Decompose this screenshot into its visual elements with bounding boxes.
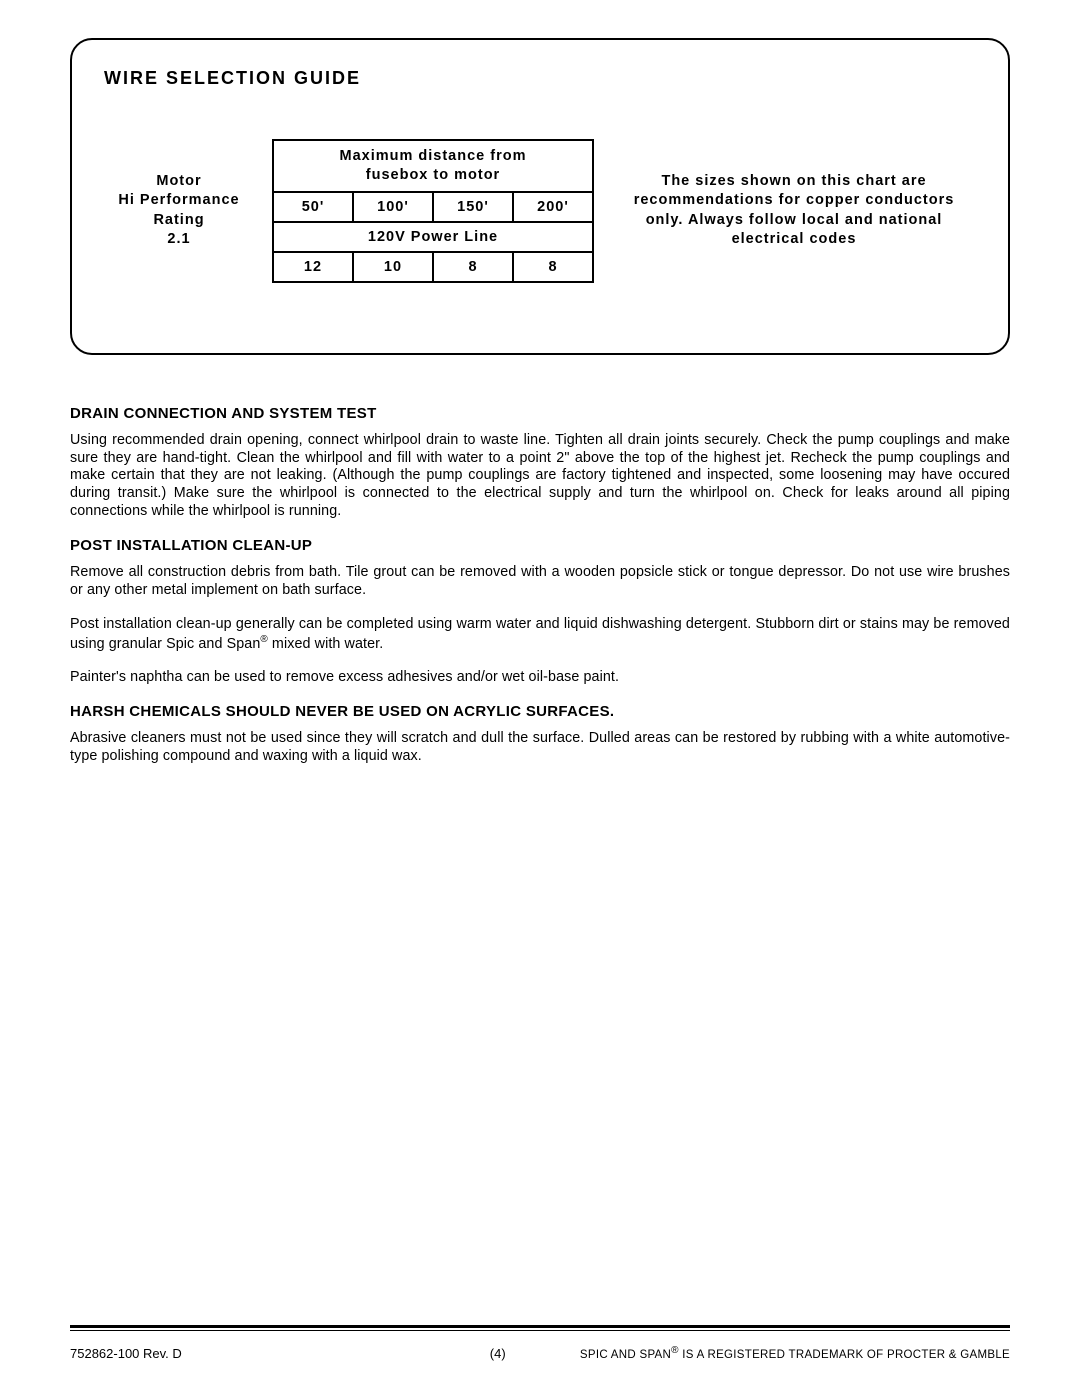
gauge-0: 12: [273, 252, 353, 282]
power-line-row: 120V Power Line: [273, 222, 593, 252]
footer-rule-thin: [70, 1330, 1010, 1331]
dist-150: 150': [433, 192, 513, 222]
gauge-3: 8: [513, 252, 593, 282]
drain-body: Using recommended drain opening, connect…: [70, 432, 1010, 521]
post-p3: Painter's naphtha can be used to remove …: [70, 669, 1010, 687]
dist-50: 50': [273, 192, 353, 222]
footer-row: 752862-100 Rev. D (4) SPIC AND SPAN® IS …: [70, 1345, 1010, 1361]
table-header-l1: Maximum distance from: [340, 148, 527, 164]
footer-page-number: (4): [490, 1346, 506, 1361]
motor-line4: 2.1: [167, 231, 190, 247]
dist-200: 200': [513, 192, 593, 222]
footer-trademark: SPIC AND SPAN® IS A REGISTERED TRADEMARK…: [526, 1345, 1010, 1361]
drain-section-title: DRAIN CONNECTION AND SYSTEM TEST: [70, 405, 1010, 422]
motor-line1: Motor: [156, 173, 201, 189]
footer-right-a: SPIC AND SPAN: [580, 1349, 671, 1361]
gauge-2: 8: [433, 252, 513, 282]
motor-rating-label: Motor Hi Performance Rating 2.1: [104, 172, 254, 250]
guide-note: The sizes shown on this chart are recomm…: [612, 172, 976, 250]
table-header-l2: fusebox to motor: [366, 167, 500, 183]
motor-line3: Rating: [153, 212, 204, 228]
wire-selection-guide-box: WIRE SELECTION GUIDE Motor Hi Performanc…: [70, 38, 1010, 355]
page-footer: 752862-100 Rev. D (4) SPIC AND SPAN® IS …: [70, 1325, 1010, 1361]
table-header: Maximum distance from fusebox to motor: [273, 140, 593, 192]
post-install-title: POST INSTALLATION CLEAN-UP: [70, 537, 1010, 554]
harsh-title: HARSH CHEMICALS SHOULD NEVER BE USED ON …: [70, 703, 1010, 720]
guide-title: WIRE SELECTION GUIDE: [104, 68, 976, 89]
footer-right-b: IS A REGISTERED TRADEMARK OF PROCTER & G…: [679, 1349, 1010, 1361]
gauge-1: 10: [353, 252, 433, 282]
dist-100: 100': [353, 192, 433, 222]
footer-rule-thick: [70, 1325, 1010, 1328]
post-p2b: mixed with water.: [268, 635, 383, 651]
harsh-body: Abrasive cleaners must not be used since…: [70, 730, 1010, 766]
guide-content-row: Motor Hi Performance Rating 2.1 Maximum …: [104, 139, 976, 283]
post-p2a: Post installation clean-up generally can…: [70, 616, 1010, 652]
post-p2: Post installation clean-up generally can…: [70, 616, 1010, 653]
motor-line2: Hi Performance: [118, 192, 239, 208]
footer-doc-number: 752862-100 Rev. D: [70, 1346, 182, 1361]
wire-selection-table: Maximum distance from fusebox to motor 5…: [272, 139, 594, 283]
registered-icon: ®: [260, 634, 267, 645]
post-p1: Remove all construction debris from bath…: [70, 564, 1010, 600]
registered-icon: ®: [671, 1345, 679, 1356]
